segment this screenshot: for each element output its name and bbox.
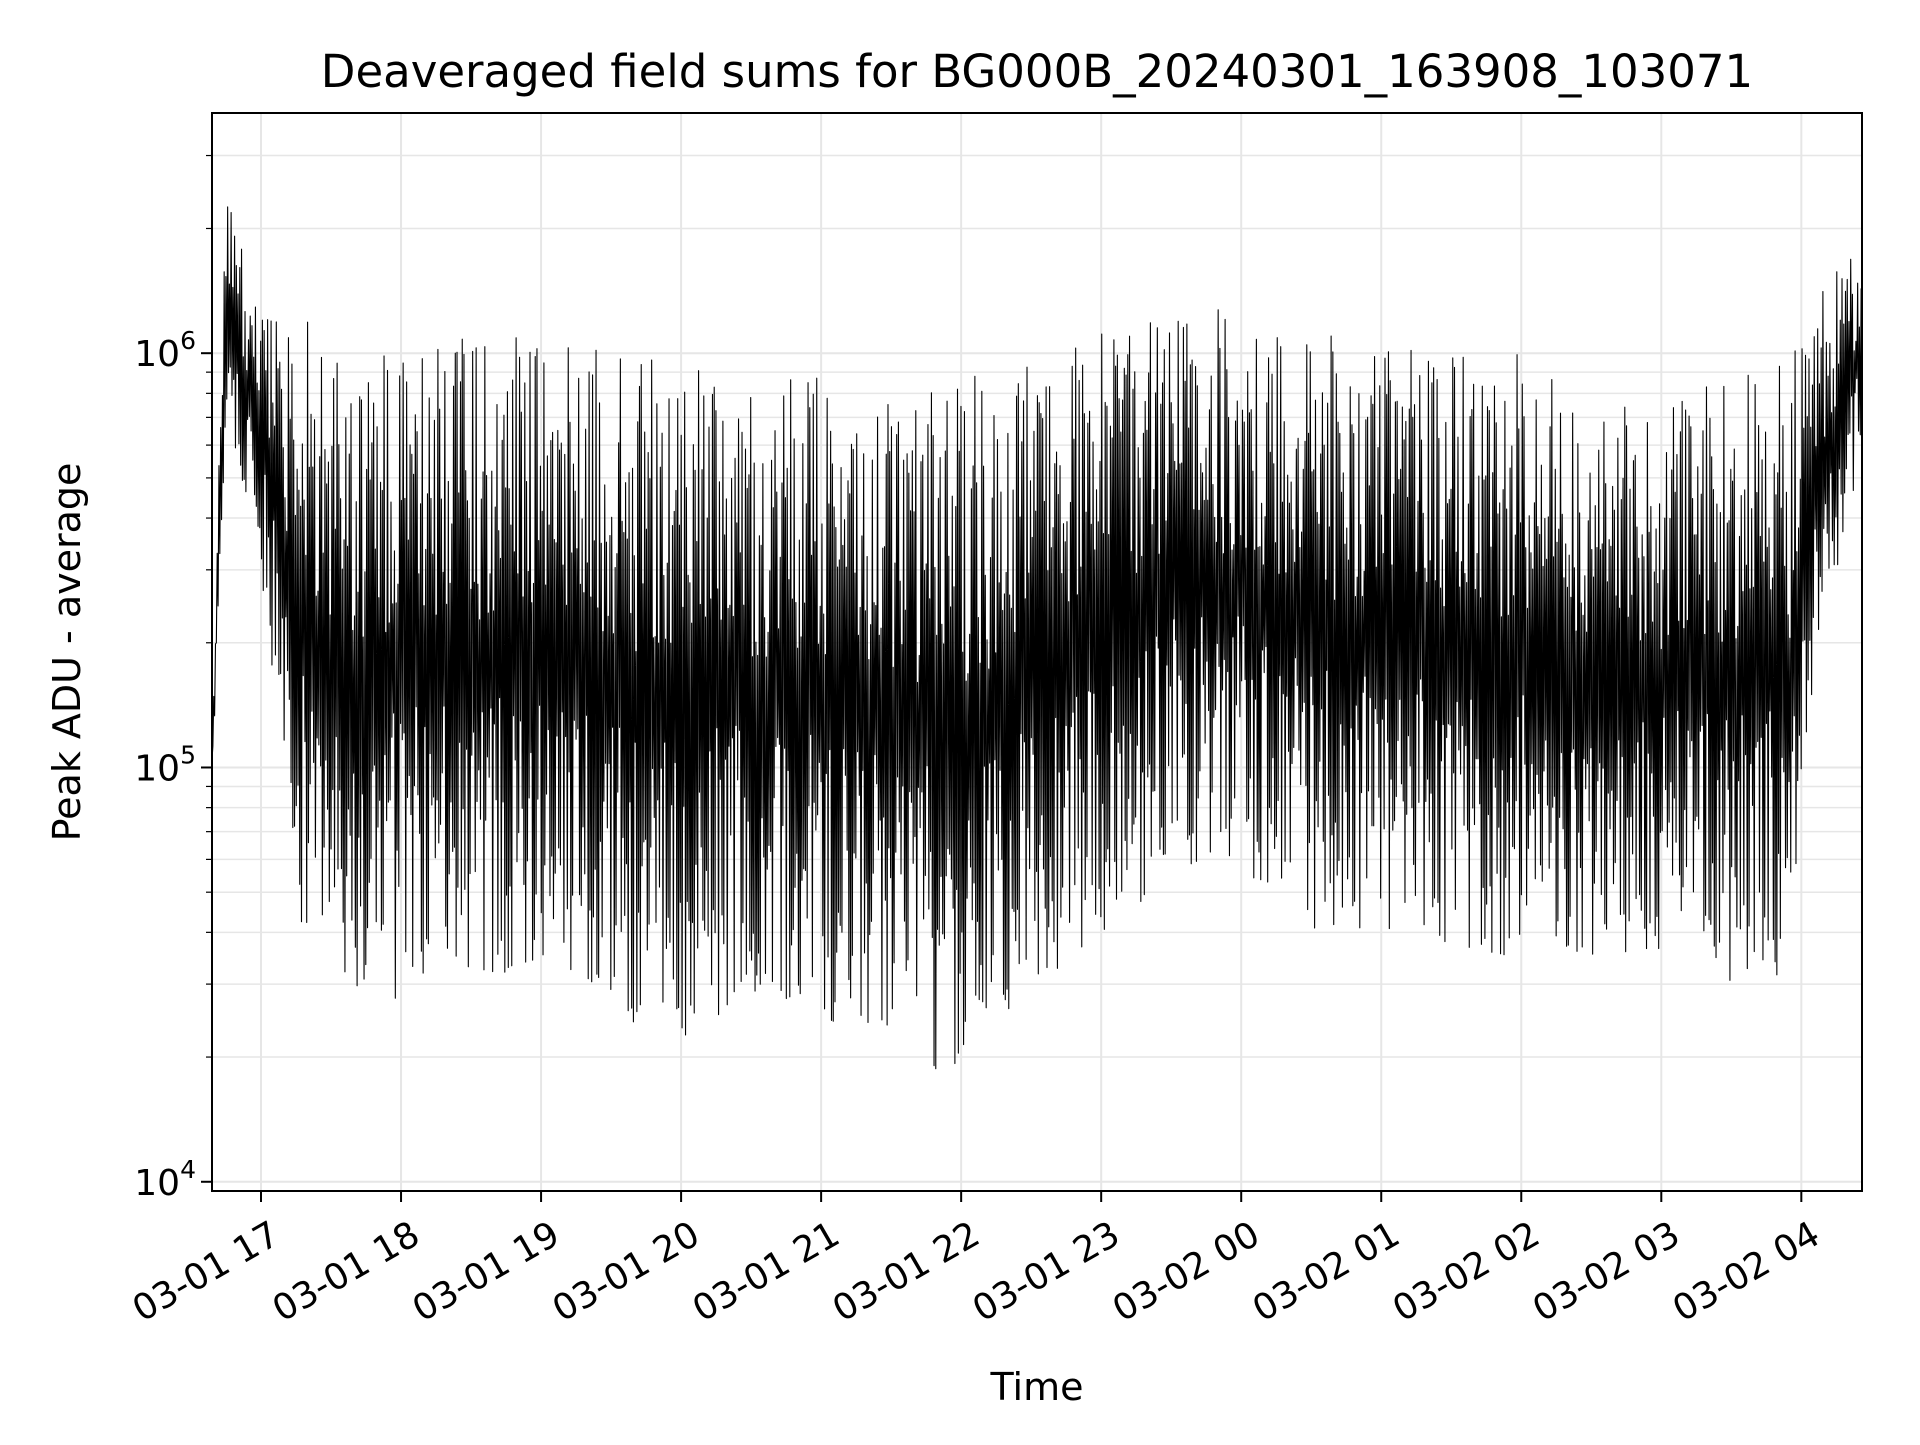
x-tick-label: 03-02 00 <box>1106 1214 1267 1330</box>
y-tick-label: 104 <box>134 1155 196 1204</box>
x-tick-label: 03-01 23 <box>966 1214 1127 1330</box>
x-tick-label: 03-01 19 <box>406 1214 567 1330</box>
y-tick-exponent: 6 <box>180 326 196 355</box>
y-tick-base: 10 <box>134 1163 180 1204</box>
y-tick-base: 10 <box>134 748 180 789</box>
x-tick-label: 03-01 20 <box>546 1214 707 1330</box>
x-tick-label: 03-01 21 <box>686 1214 847 1330</box>
x-tick-label: 03-02 01 <box>1246 1214 1407 1330</box>
x-tick-label: 03-01 17 <box>126 1214 287 1330</box>
x-tick-label: 03-02 04 <box>1666 1214 1827 1330</box>
y-tick-base: 10 <box>134 334 180 375</box>
y-tick-label: 105 <box>134 740 196 789</box>
chart-title: Deaveraged field sums for BG000B_2024030… <box>321 45 1753 98</box>
plot-frame <box>211 112 1863 1192</box>
x-tick-label: 03-02 03 <box>1526 1214 1687 1330</box>
x-tick-label: 03-02 02 <box>1386 1214 1547 1330</box>
x-axis-label: Time <box>990 1365 1084 1409</box>
x-tick-label: 03-01 18 <box>266 1214 427 1330</box>
y-tick-exponent: 4 <box>180 1155 196 1184</box>
x-tick-label: 03-01 22 <box>826 1214 987 1330</box>
series-line <box>211 206 1863 1070</box>
y-tick-label: 106 <box>134 326 196 375</box>
y-axis-label: Peak ADU - average <box>45 463 89 842</box>
y-tick-exponent: 5 <box>180 740 196 769</box>
series-group <box>211 206 1863 1070</box>
